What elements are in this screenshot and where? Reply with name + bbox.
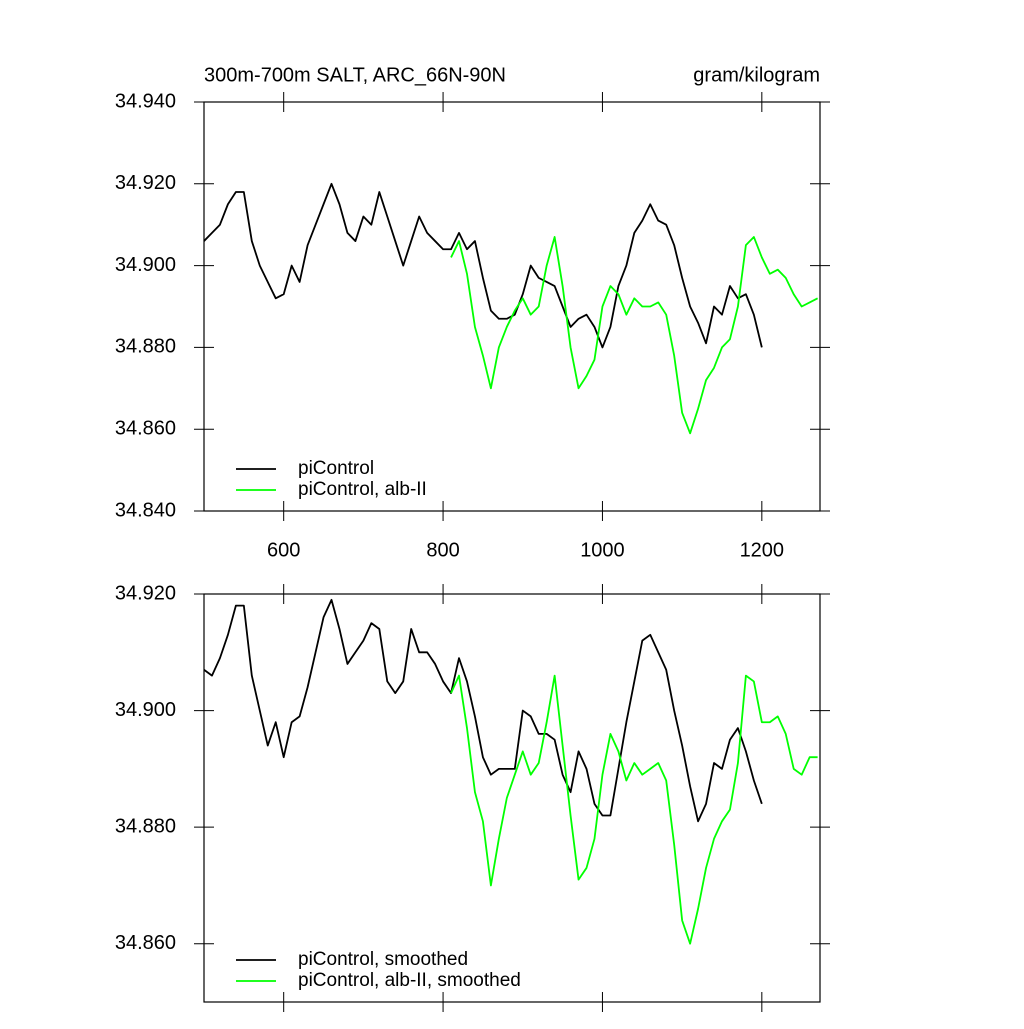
plot-frame — [203, 593, 821, 1003]
plot-frame — [203, 101, 821, 512]
data-line — [450, 236, 819, 435]
legend-label: piControl, alb-II, smoothed — [298, 970, 521, 991]
y-tick-label: 34.880 — [115, 815, 176, 837]
x-tick-label: 800 — [426, 539, 459, 561]
legend-label: piControl, alb-II — [298, 479, 427, 500]
units-label: gram/kilogram — [693, 64, 820, 86]
data-line — [450, 674, 818, 945]
y-tick-label: 34.920 — [115, 172, 176, 194]
y-tick-label: 34.900 — [115, 699, 176, 721]
legend-label: piControl — [298, 458, 374, 479]
y-tick-label: 34.840 — [115, 499, 176, 521]
y-tick-label: 34.940 — [115, 90, 176, 112]
x-tick-label: 1200 — [740, 539, 785, 561]
y-tick-label: 34.860 — [115, 417, 176, 439]
data-line — [203, 598, 763, 823]
y-tick-label: 34.920 — [115, 582, 176, 604]
data-line — [203, 182, 763, 349]
x-tick-label: 1000 — [580, 539, 625, 561]
chart-title: 300m-700m SALT, ARC_66N-90N — [204, 64, 506, 86]
y-tick-label: 34.900 — [115, 254, 176, 276]
x-tick-label: 600 — [267, 539, 300, 561]
y-tick-label: 34.860 — [115, 932, 176, 954]
legend-label: piControl, smoothed — [298, 949, 468, 970]
y-tick-label: 34.880 — [115, 336, 176, 358]
